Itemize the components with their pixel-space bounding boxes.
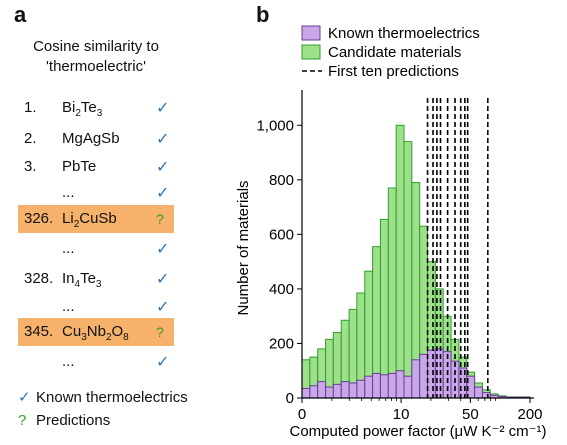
material-formula: ... — [62, 298, 75, 315]
known-bar — [301, 387, 311, 399]
known-bar — [395, 370, 405, 399]
list-item: 2. MgAgSb ✓ — [18, 125, 174, 153]
known-bar — [317, 381, 327, 399]
material-formula: PbTe — [62, 158, 97, 175]
material-formula: MgAgSb — [62, 130, 120, 147]
material-formula: Cu3Nb2O8 — [62, 323, 129, 343]
known-bar — [387, 372, 397, 399]
legend-known-thermoelectrics: ✓ Known thermoelectrics — [18, 388, 188, 406]
list-heading-term: 'thermoelectric' — [46, 58, 146, 75]
legend-predictions: ? Predictions — [18, 412, 110, 429]
known-bar — [348, 382, 358, 399]
legend-label: Candidate materials — [328, 44, 461, 61]
material-formula: Li2CuSb — [62, 210, 117, 230]
rank-number: 328. — [24, 270, 54, 287]
list-item: ... ✓ — [18, 348, 174, 376]
rank-number: 1. — [24, 99, 37, 116]
panel-b-label: b — [256, 2, 270, 27]
question-mark-icon: ? — [156, 211, 164, 227]
legend-known-label: Known thermoelectrics — [36, 389, 188, 406]
known-bar — [340, 381, 350, 399]
x-tick-label: 10 — [393, 406, 410, 423]
known-bar — [419, 353, 429, 399]
y-tick-label: 800 — [269, 172, 294, 189]
material-formula: ... — [62, 240, 75, 257]
legend-swatch — [301, 25, 321, 41]
known-bar — [372, 372, 381, 399]
panel-a-label: a — [14, 2, 27, 27]
legend-label: First ten predictions — [328, 63, 459, 80]
known-bar — [309, 385, 319, 399]
list-item: ... ✓ — [18, 293, 174, 321]
material-formula: ... — [62, 184, 75, 201]
known-bar — [427, 349, 436, 399]
checkmark-icon: ✓ — [156, 100, 170, 117]
checkmark-icon: ✓ — [156, 354, 170, 371]
list-heading: Cosine similarity to — [33, 38, 159, 55]
checkmark-icon: ✓ — [156, 299, 170, 316]
rank-number: 3. — [24, 158, 37, 175]
question-mark-icon: ? — [18, 412, 27, 429]
checkmark-icon: ✓ — [18, 389, 31, 406]
list-item: 3. PbTe ✓ — [18, 153, 174, 181]
candidate-bar — [387, 187, 397, 399]
checkmark-icon: ✓ — [156, 241, 170, 258]
rank-number: 2. — [24, 130, 37, 147]
x-axis-label: Computed power factor (μW K⁻² cm⁻¹) — [289, 423, 546, 440]
prediction-row: 326. Li2CuSb? — [18, 205, 174, 233]
list-item: ... ✓ — [18, 179, 174, 207]
known-bar — [474, 386, 483, 399]
material-formula: Bi2Te3 — [62, 99, 103, 119]
rank-number: 345. — [24, 323, 54, 340]
legend-predictions-label: Predictions — [36, 412, 111, 429]
list-item: ... ✓ — [18, 235, 174, 263]
x-tick-label: 50 — [462, 406, 479, 423]
checkmark-icon: ✓ — [156, 131, 170, 148]
known-bar — [481, 392, 491, 399]
material-formula: In4Te3 — [62, 270, 102, 290]
x-tick-label: 0 — [298, 406, 306, 423]
y-axis-label: Number of materials — [235, 180, 252, 315]
material-formula: ... — [62, 353, 75, 370]
known-bar — [325, 386, 334, 399]
y-tick-label: 1,000 — [256, 117, 294, 134]
checkmark-icon: ✓ — [156, 185, 170, 202]
list-item: 1. Bi2Te3 ✓ — [18, 94, 174, 122]
y-tick-label: 0 — [286, 390, 294, 407]
y-tick-label: 400 — [269, 281, 294, 298]
candidate-bar — [403, 141, 413, 399]
checkmark-icon: ✓ — [156, 271, 170, 288]
known-bar — [379, 374, 389, 399]
known-bar — [403, 375, 413, 399]
known-bar — [364, 375, 374, 399]
question-mark-icon: ? — [156, 324, 164, 340]
rank-number: 326. — [24, 210, 54, 227]
legend-label: Known thermoelectrics — [328, 25, 480, 42]
y-tick-label: 200 — [269, 335, 294, 352]
known-bar — [332, 383, 342, 399]
prediction-row: 345. Cu3Nb2O8? — [18, 318, 174, 346]
candidate-bar — [379, 218, 389, 399]
list-item: 328. In4Te3 ✓ — [18, 265, 174, 293]
candidate-bar — [395, 124, 405, 399]
legend-swatch — [301, 44, 321, 60]
known-bar — [411, 359, 421, 399]
checkmark-icon: ✓ — [156, 159, 170, 176]
y-tick-label: 600 — [269, 226, 294, 243]
known-bar — [356, 379, 366, 399]
x-tick-label: 200 — [517, 406, 542, 423]
